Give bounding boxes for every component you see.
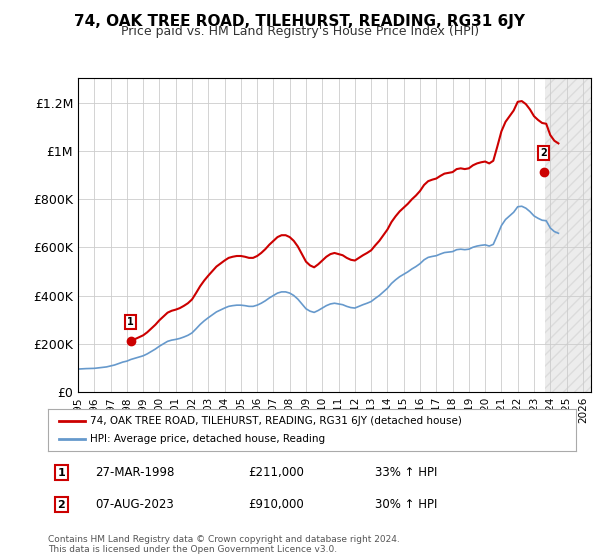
Text: 07-AUG-2023: 07-AUG-2023: [95, 498, 174, 511]
Text: HPI: Average price, detached house, Reading: HPI: Average price, detached house, Read…: [90, 434, 325, 444]
Text: 74, OAK TREE ROAD, TILEHURST, READING, RG31 6JY (detached house): 74, OAK TREE ROAD, TILEHURST, READING, R…: [90, 416, 462, 426]
Text: Contains HM Land Registry data © Crown copyright and database right 2024.
This d: Contains HM Land Registry data © Crown c…: [48, 535, 400, 554]
Bar: [545, 78, 591, 392]
Text: 30% ↑ HPI: 30% ↑ HPI: [376, 498, 438, 511]
Text: £910,000: £910,000: [248, 498, 304, 511]
Text: 74, OAK TREE ROAD, TILEHURST, READING, RG31 6JY: 74, OAK TREE ROAD, TILEHURST, READING, R…: [74, 14, 526, 29]
Text: £211,000: £211,000: [248, 466, 305, 479]
Text: Price paid vs. HM Land Registry's House Price Index (HPI): Price paid vs. HM Land Registry's House …: [121, 25, 479, 38]
Text: 27-MAR-1998: 27-MAR-1998: [95, 466, 175, 479]
Text: 2: 2: [58, 500, 65, 510]
Text: 2: 2: [541, 148, 547, 158]
Text: 1: 1: [58, 468, 65, 478]
Text: 33% ↑ HPI: 33% ↑ HPI: [376, 466, 438, 479]
Text: 1: 1: [127, 316, 134, 326]
